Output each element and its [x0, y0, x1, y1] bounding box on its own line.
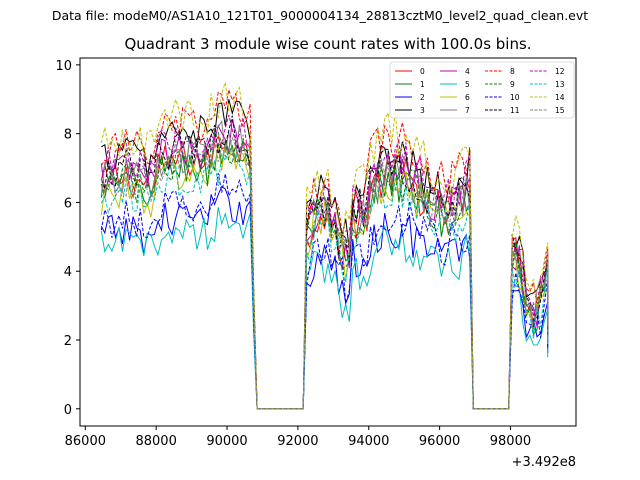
legend-label-10: 10 — [510, 93, 520, 102]
y-tick-label: 6 — [64, 196, 72, 211]
series-line-9 — [100, 131, 549, 410]
legend-label-3: 3 — [420, 106, 425, 115]
x-offset-label: +3.492e8 — [512, 455, 576, 470]
series-line-11 — [100, 115, 549, 410]
x-tick-label: 88000 — [135, 434, 176, 449]
series-line-0 — [100, 135, 549, 410]
legend-label-14: 14 — [555, 93, 565, 102]
legend-label-2: 2 — [420, 93, 425, 102]
series-line-12 — [101, 114, 549, 410]
axes-frame — [79, 57, 577, 427]
figure-suptitle: Data file: modeM0/AS1A10_121T01_90000041… — [52, 8, 588, 23]
x-tick-label: 96000 — [419, 434, 460, 449]
series-line-8 — [100, 87, 549, 410]
y-tick-label: 10 — [55, 59, 72, 74]
legend-label-11: 11 — [510, 106, 520, 115]
y-tick-label: 2 — [64, 334, 72, 349]
series-line-3 — [101, 99, 549, 410]
series-line-10 — [100, 173, 549, 410]
legend-box — [389, 61, 575, 119]
series-line-13 — [100, 147, 549, 410]
series-line-5 — [100, 207, 549, 410]
series-line-14 — [100, 82, 549, 410]
legend-label-13: 13 — [555, 80, 565, 89]
series-line-7 — [100, 119, 549, 410]
x-tick-label: 94000 — [348, 434, 389, 449]
series-line-15 — [100, 134, 549, 410]
x-tick-label: 86000 — [65, 434, 106, 449]
legend-label-9: 9 — [510, 80, 515, 89]
x-tick-label: 90000 — [206, 434, 247, 449]
chart-title: Quadrant 3 module wise count rates with … — [124, 35, 531, 53]
series-layer — [100, 82, 549, 410]
x-tick-label: 92000 — [277, 434, 318, 449]
legend-label-8: 8 — [510, 67, 515, 76]
y-tick-label: 4 — [64, 265, 72, 280]
y-tick-label: 8 — [64, 128, 72, 143]
legend-label-12: 12 — [555, 67, 565, 76]
legend-label-5: 5 — [465, 80, 470, 89]
legend-label-1: 1 — [420, 80, 425, 89]
x-tick-label: 98000 — [490, 434, 531, 449]
legend-label-15: 15 — [555, 106, 565, 115]
legend-label-7: 7 — [465, 106, 470, 115]
series-line-2 — [100, 185, 549, 410]
legend-label-6: 6 — [465, 93, 470, 102]
legend-label-0: 0 — [420, 67, 425, 76]
ticks-layer: 86000 88000 90000 92000 94000 96000 98000 0 2 4 6 8… — [55, 59, 531, 449]
y-tick-label: 0 — [64, 403, 72, 418]
legend-label-4: 4 — [465, 67, 470, 76]
